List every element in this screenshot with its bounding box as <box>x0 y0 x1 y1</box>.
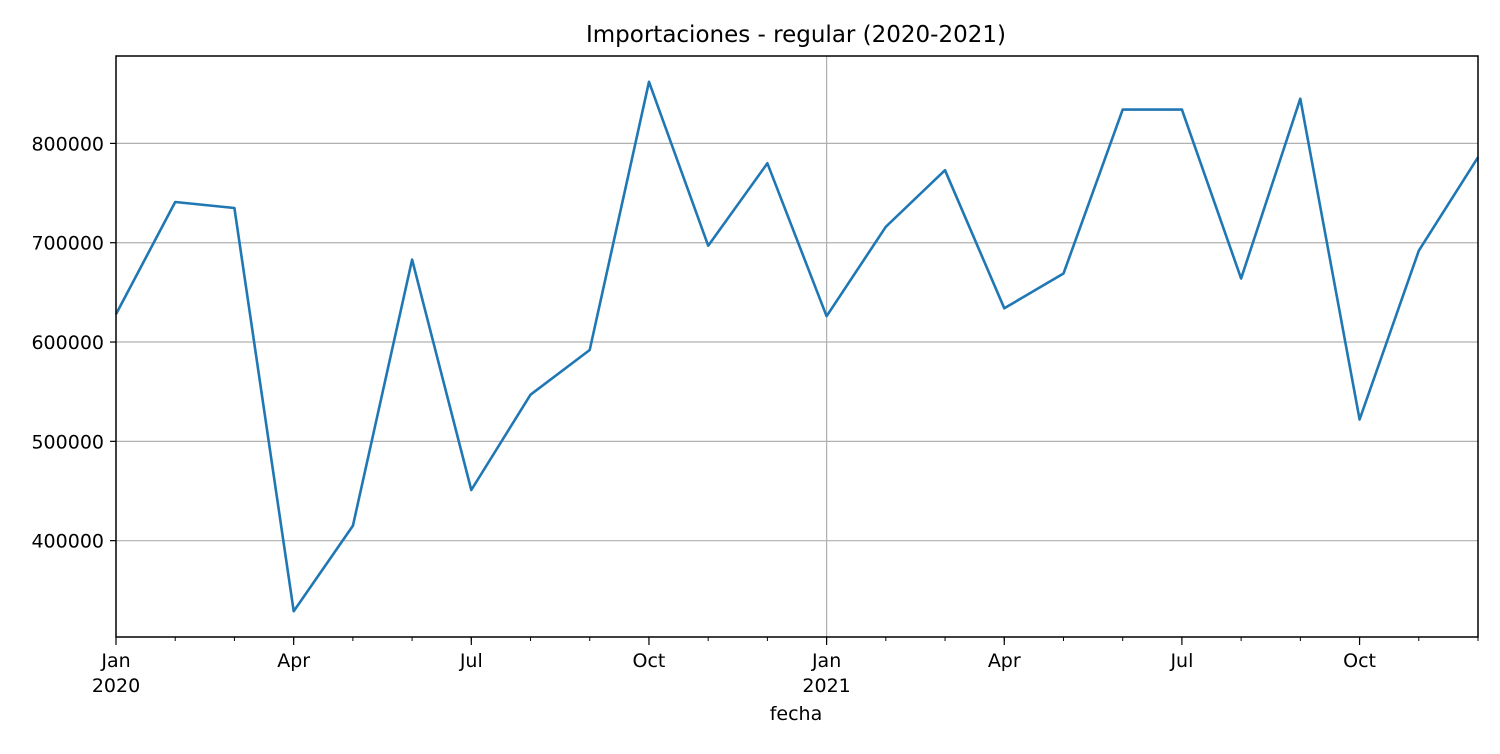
series-line <box>114 80 1480 613</box>
y-axis: 400000 500000 600000 700000 800000 <box>31 133 116 553</box>
y-tick-label: 400000 <box>31 531 104 553</box>
plot-frame <box>115 55 1479 638</box>
x-tick-label: Jan <box>100 650 130 672</box>
y-tick-label: 800000 <box>31 133 104 155</box>
chart-title: Importaciones - regular (2020-2021) <box>586 22 1006 48</box>
series-layer <box>114 80 1480 613</box>
x-tick-label: Jul <box>459 650 483 672</box>
x-tick-label: Jul <box>1169 650 1193 672</box>
x-tick-year-label: 2021 <box>802 675 850 697</box>
x-axis: Jan 2020 Apr Jul Oct Jan 2021 Apr Jul Oct <box>92 637 1479 697</box>
x-tick-label: Apr <box>988 650 1021 672</box>
x-tick-label: Jan <box>811 650 841 672</box>
y-tick-label: 600000 <box>31 332 104 354</box>
x-tick-label: Oct <box>633 650 666 672</box>
y-tick-label: 500000 <box>31 431 104 453</box>
x-tick-label: Apr <box>277 650 310 672</box>
x-axis-label: fecha <box>770 703 823 725</box>
grid-lines <box>116 56 1478 637</box>
x-tick-year-label: 2020 <box>92 675 140 697</box>
y-tick-label: 700000 <box>31 233 104 255</box>
x-tick-label: Oct <box>1343 650 1376 672</box>
